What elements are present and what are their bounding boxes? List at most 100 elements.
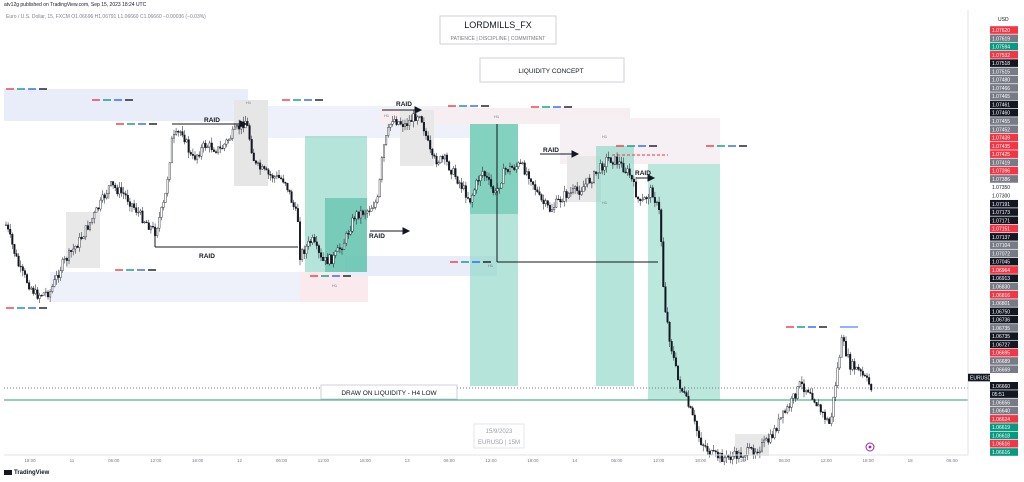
candle-body	[580, 191, 583, 195]
candle-body	[532, 181, 535, 185]
candle-body	[21, 266, 24, 271]
price-label-bg	[990, 332, 1018, 340]
price-label: 1.06801	[992, 301, 1010, 307]
price-label-bg	[990, 241, 1018, 249]
candle-body	[607, 157, 610, 159]
raid-arrow-2	[402, 227, 411, 235]
candle-body	[826, 418, 829, 420]
candle-body	[637, 196, 640, 200]
candle-body	[761, 442, 764, 452]
price-label: 1.06616	[992, 442, 1010, 448]
candle-body	[248, 125, 251, 140]
candle-body	[494, 190, 497, 193]
candle-body	[177, 130, 180, 133]
candle-body	[63, 258, 66, 260]
price-label: 1.06964	[992, 268, 1010, 274]
candle-body	[250, 139, 253, 154]
candle-body	[30, 287, 33, 290]
candle-body	[154, 226, 157, 236]
candle-body	[626, 168, 629, 173]
candle-body	[868, 377, 871, 385]
candle-body	[32, 287, 35, 294]
candle-body	[460, 182, 463, 190]
candle-body	[469, 198, 472, 203]
candle-body	[498, 187, 501, 190]
candle-body	[355, 211, 358, 220]
candle-body	[202, 142, 205, 148]
candle-body	[391, 121, 394, 125]
candle-body	[408, 120, 411, 126]
title-box[interactable]	[439, 15, 557, 45]
time-label: 06:00	[779, 458, 791, 463]
candle-body	[702, 444, 705, 446]
price-label: 1.07480	[992, 78, 1010, 84]
time-label: 18:00	[360, 458, 372, 463]
candle-body	[620, 161, 623, 164]
candle-body	[815, 402, 818, 407]
price-label: 1.06695	[992, 351, 1010, 357]
price-label-bg	[990, 398, 1018, 407]
title-main: LORDMILLS_FX	[464, 20, 532, 30]
candle-body	[370, 208, 373, 212]
tradingview-logo[interactable]: TradingView	[4, 470, 49, 476]
price-label-bg	[990, 158, 1018, 167]
price-label-bg	[990, 431, 1018, 440]
candle-body	[219, 146, 222, 149]
price-label: 1.06735	[992, 334, 1010, 340]
price-label-bg	[990, 282, 1018, 291]
candle-body	[603, 166, 606, 171]
time-label: 18	[908, 458, 914, 463]
dol-box[interactable]	[320, 384, 458, 400]
candle-body	[263, 166, 266, 169]
candle-series	[4, 109, 873, 466]
publish-info: atv12g published on TradingView.com, Sep…	[4, 2, 147, 8]
candle-body	[91, 218, 94, 223]
price-label: 1.07594	[992, 45, 1010, 51]
candle-body	[259, 162, 262, 170]
price-label-bg	[990, 249, 1018, 258]
candle-body	[378, 179, 381, 197]
candle-body	[643, 197, 646, 200]
candle-body	[729, 456, 732, 460]
candle-body	[116, 187, 119, 195]
candle-body	[519, 162, 522, 164]
concept-box[interactable]	[479, 57, 625, 83]
candle-body	[145, 221, 148, 224]
candle-body	[44, 291, 47, 294]
candle-body	[269, 174, 272, 176]
candle-body	[305, 246, 308, 255]
candle-body	[198, 154, 201, 157]
price-label-bg	[990, 390, 1018, 398]
candle-body	[439, 156, 442, 163]
candle-body	[576, 186, 579, 191]
raid-label-1: RAID	[204, 117, 220, 124]
candle-body	[214, 151, 217, 153]
tv-logo-text: TradingView	[14, 470, 50, 477]
candle-body	[605, 157, 608, 167]
price-label-bg	[968, 373, 990, 382]
candle-body	[193, 155, 196, 160]
raid-label-3: RAID	[396, 101, 412, 108]
price-label-bg	[990, 382, 1018, 390]
candle-body	[345, 233, 348, 244]
candle-body	[416, 116, 419, 121]
candle-body	[744, 455, 747, 458]
price-label: 1.06669	[992, 367, 1010, 373]
candle-body	[223, 143, 226, 149]
candle-body	[435, 155, 438, 165]
candle-body	[17, 255, 20, 267]
candle-body	[649, 187, 652, 198]
candle-body	[500, 183, 503, 189]
time-label: 06:00	[611, 458, 623, 463]
candle-body	[551, 209, 554, 212]
candle-body	[788, 406, 791, 408]
time-label: 13	[405, 458, 411, 463]
price-label-bg	[990, 42, 1018, 51]
candle-body	[767, 438, 770, 443]
candle-body	[546, 200, 549, 206]
symbol-ohlc-line: Euro / U.S. Dollar, 15, FXCM O1.06696 H1…	[6, 14, 206, 20]
candle-body	[746, 447, 749, 456]
candle-body	[78, 237, 81, 248]
candle-body	[683, 391, 686, 393]
